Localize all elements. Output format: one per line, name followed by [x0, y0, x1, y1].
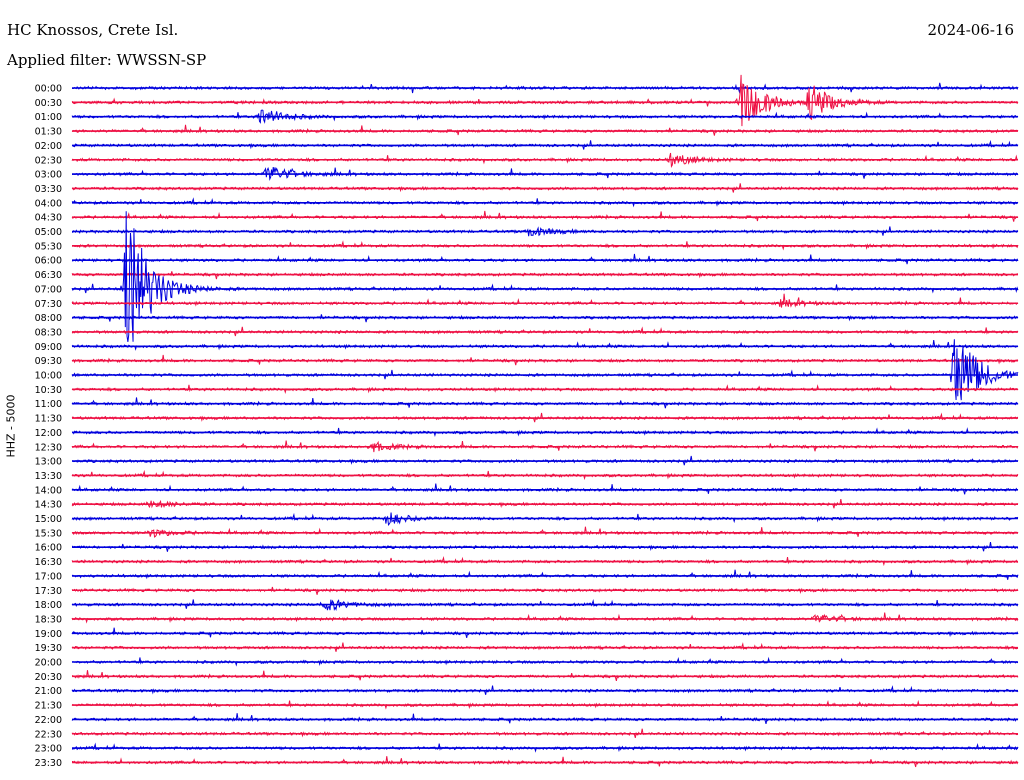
row-label: 10:30: [35, 385, 62, 396]
row-label: 04:30: [35, 213, 62, 224]
row-label: 16:30: [35, 557, 62, 568]
row-label: 14:00: [35, 485, 62, 496]
row-label: 02:30: [35, 155, 62, 166]
row-label: 18:00: [35, 600, 62, 611]
trace-row: [71, 340, 1019, 351]
trace-row: [71, 124, 1019, 136]
row-label: 09:30: [35, 356, 62, 367]
row-label: 17:00: [35, 571, 62, 582]
trace-row: [71, 756, 1019, 768]
row-label: 15:00: [35, 514, 62, 525]
row-label: 08:30: [35, 327, 62, 338]
row-label: 23:00: [35, 744, 62, 755]
trace-row: [71, 670, 1019, 681]
filter-label: Applied filter: WWSSN-SP: [7, 51, 207, 69]
station-title: HC Knossos, Crete Isl.: [7, 21, 179, 39]
trace-row: [71, 166, 1019, 182]
trace-row: [71, 74, 1019, 127]
row-label: 11:00: [35, 399, 62, 410]
row-label: 22:00: [35, 715, 62, 726]
trace-row: [71, 293, 1019, 308]
row-label: 07:00: [35, 284, 62, 295]
trace-row: [71, 469, 1019, 481]
trace-row: [71, 612, 1019, 624]
trace-row: [71, 742, 1019, 753]
row-label: 00:00: [35, 84, 62, 95]
trace-row: [71, 569, 1019, 580]
row-label: 23:30: [35, 758, 62, 769]
row-label: 21:00: [35, 686, 62, 697]
row-label: 12:00: [35, 428, 62, 439]
row-label: 05:30: [35, 241, 62, 252]
trace-row: [71, 427, 1019, 438]
trace-row: [71, 713, 1019, 725]
row-label: 07:30: [35, 299, 62, 310]
row-label: 02:00: [35, 141, 62, 152]
row-label: 01:30: [35, 127, 62, 138]
row-label: 20:30: [35, 672, 62, 683]
row-label: 19:30: [35, 643, 62, 654]
trace-row: [71, 384, 1019, 394]
trace-row: [71, 210, 1019, 222]
trace-row: [71, 483, 1019, 495]
trace-row: [71, 526, 1019, 538]
row-label: 09:00: [35, 342, 62, 353]
trace-row: [71, 656, 1019, 667]
row-label: 11:30: [35, 414, 62, 425]
row-label: 19:00: [35, 629, 62, 640]
row-label: 17:30: [35, 586, 62, 597]
trace-row: [71, 397, 1019, 409]
trace-row: [71, 240, 1019, 251]
row-label: 21:30: [35, 701, 62, 712]
row-label: 03:00: [35, 170, 62, 181]
row-label: 04:00: [35, 198, 62, 209]
row-label: 00:30: [35, 98, 62, 109]
row-label: 15:30: [35, 528, 62, 539]
row-label: 13:00: [35, 457, 62, 468]
record-date: 2024-06-16: [927, 21, 1014, 39]
trace-row: [71, 555, 1019, 567]
row-label: 14:30: [35, 500, 62, 511]
trace-row: [71, 253, 1019, 265]
row-label: 22:30: [35, 729, 62, 740]
trace-row: [71, 197, 1019, 208]
row-label: 01:00: [35, 112, 62, 123]
row-label: 03:30: [35, 184, 62, 195]
row-label: 16:00: [35, 543, 62, 554]
trace-row: [71, 699, 1019, 710]
row-label: 10:00: [35, 371, 62, 382]
row-label: 08:00: [35, 313, 62, 324]
row-label: 18:30: [35, 614, 62, 625]
row-label: 12:30: [35, 442, 62, 453]
row-label: 05:00: [35, 227, 62, 238]
row-label: 13:30: [35, 471, 62, 482]
row-label: 06:00: [35, 256, 62, 267]
row-label: 20:00: [35, 658, 62, 669]
trace-row: [71, 339, 1019, 401]
row-label: 06:30: [35, 270, 62, 281]
